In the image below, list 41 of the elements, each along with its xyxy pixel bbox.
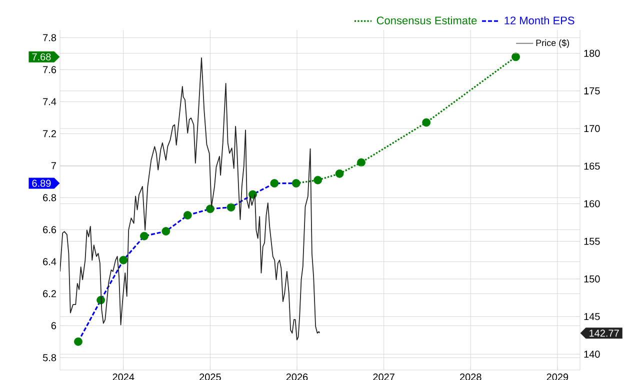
y-tick-label: 6.6 <box>43 226 56 234</box>
point <box>357 158 366 167</box>
y2-tick-label: 180 <box>584 50 600 57</box>
text: 7.68 <box>32 53 51 60</box>
y2-tick-label: 150 <box>584 275 600 283</box>
legend-label: 12 Month EPS <box>504 16 574 24</box>
y-tick-label: 6.2 <box>43 290 56 298</box>
point <box>422 118 431 127</box>
point <box>292 179 300 188</box>
point <box>74 337 82 346</box>
y-tick-label: 6 <box>51 322 56 330</box>
point <box>162 227 170 236</box>
point <box>270 179 279 188</box>
text: 142.77 <box>590 330 619 337</box>
y-tick-label: 7.4 <box>43 98 56 106</box>
point <box>512 52 520 62</box>
y2-tick-label: 140 <box>584 350 600 358</box>
y-tick-label: 7.2 <box>43 130 56 138</box>
y2-tick-label: 145 <box>584 313 600 320</box>
y2-tick-label: 175 <box>584 87 600 94</box>
point <box>314 176 322 184</box>
y-tick-label: 6.8 <box>43 194 56 202</box>
point <box>119 256 128 264</box>
y2-tick-label: 165 <box>584 162 600 170</box>
line-series <box>60 57 320 340</box>
y2-tick-label: 170 <box>584 124 600 132</box>
y-tick-label: 7.6 <box>43 66 56 74</box>
text: Price ($) <box>536 39 570 48</box>
point <box>226 203 236 212</box>
legend-label: Consensus Estimate <box>376 16 477 24</box>
y-tick-label: 5.8 <box>42 354 56 362</box>
point <box>140 232 148 240</box>
point <box>183 211 192 220</box>
y-tick-label: 7.8 <box>43 34 56 42</box>
y-tick-label: 7 <box>51 162 56 170</box>
y2-tick-label: 160 <box>584 200 600 208</box>
y-tick-label: 6.4 <box>43 258 56 266</box>
y2-tick-label: 155 <box>584 238 600 245</box>
point <box>206 204 214 214</box>
point <box>335 169 344 178</box>
text: 6.89 <box>32 180 51 187</box>
